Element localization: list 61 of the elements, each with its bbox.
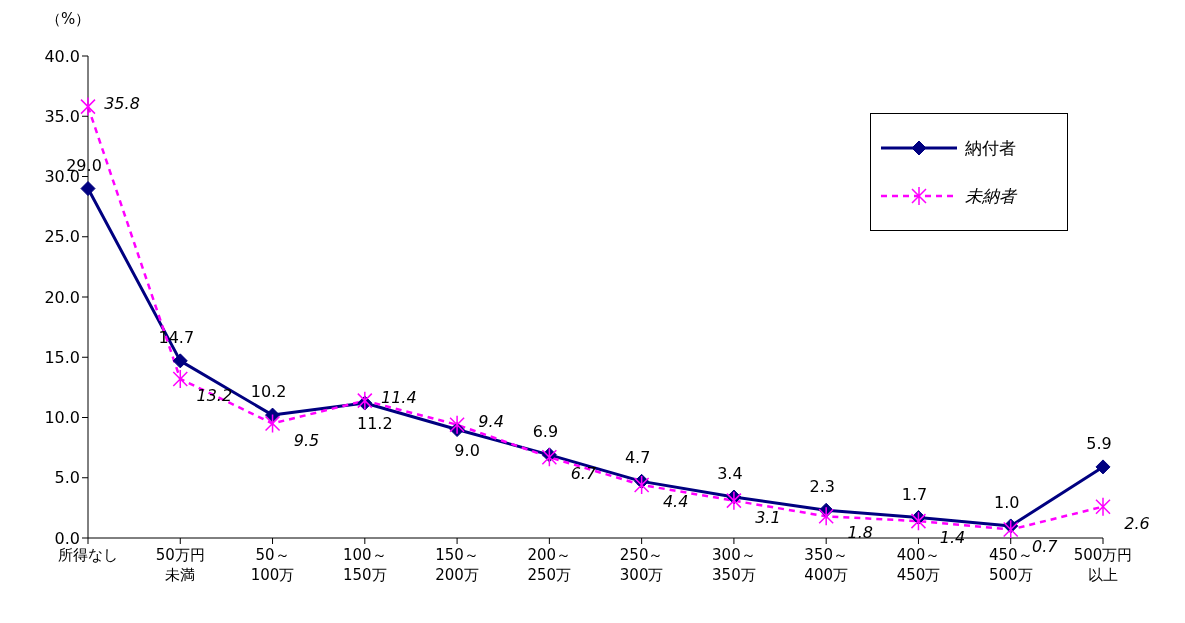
point — [264, 413, 281, 434]
x-tick-label: 150～200万 — [435, 546, 479, 584]
y-tick-label: 25.0 — [44, 227, 80, 247]
y-tick-label: 5.0 — [54, 468, 80, 488]
point — [449, 414, 465, 435]
data-label: 13.2 — [196, 385, 233, 405]
data-label: 9.4 — [478, 411, 504, 431]
x-tick-label: 400～450万 — [896, 546, 941, 584]
data-label: 1.0 — [994, 492, 1020, 512]
x-tick-label: 所得なし — [58, 546, 118, 564]
point — [541, 447, 558, 468]
x-tick-label: 300～350万 — [712, 546, 756, 584]
x-tick-label: 450～500万 — [988, 546, 1033, 584]
data-label: 11.4 — [381, 387, 417, 407]
data-label: 3.1 — [755, 507, 781, 527]
data-label: 4.7 — [624, 448, 651, 468]
data-label: 3.4 — [717, 464, 743, 484]
point — [818, 506, 834, 527]
y-tick-label: 40.0 — [44, 46, 80, 66]
y-tick-label: 0.0 — [54, 528, 80, 548]
x-tick-label: 350～400万 — [804, 546, 848, 584]
point — [265, 407, 281, 423]
data-label: 9.5 — [293, 430, 320, 450]
data-label: 2.6 — [1124, 513, 1150, 533]
x-tick-label: 250～300万 — [619, 546, 664, 584]
point — [726, 490, 742, 511]
x-tick-label: 50～100万 — [250, 546, 295, 584]
data-label: 10.2 — [250, 382, 287, 402]
x-tick-label: 50万円未満 — [155, 546, 205, 584]
point — [1002, 519, 1019, 538]
point — [80, 96, 96, 117]
point — [357, 390, 373, 411]
data-label: 6.7 — [570, 464, 597, 484]
data-label: 9.0 — [454, 440, 480, 460]
data-label: 0.7 — [1032, 536, 1059, 556]
point — [80, 181, 96, 197]
x-tick-label: 100～150万 — [343, 546, 387, 584]
data-label: 6.9 — [532, 421, 559, 441]
data-label: 5.9 — [1086, 433, 1112, 453]
point — [172, 353, 188, 369]
data-label: 4.4 — [662, 491, 689, 511]
y-tick-label: 15.0 — [44, 347, 80, 367]
data-label: 11.2 — [357, 414, 393, 434]
point — [172, 369, 189, 389]
y-tick-label: 20.0 — [44, 287, 80, 307]
data-label: 35.8 — [104, 93, 140, 113]
point — [633, 475, 650, 495]
point — [910, 511, 927, 531]
legend-label: 納付者 — [965, 136, 1016, 160]
point — [1095, 496, 1111, 517]
x-tick-label: 200～250万 — [527, 546, 572, 584]
data-label: 2.3 — [809, 477, 835, 497]
legend-label: 未納者 — [965, 184, 1016, 208]
data-label: 1.8 — [847, 523, 873, 543]
x-tick-label: 500万円以上 — [1073, 546, 1133, 584]
data-label: 1.4 — [939, 528, 966, 548]
y-axis-title: （%） — [46, 10, 91, 29]
data-label: 1.7 — [901, 484, 928, 504]
y-tick-label: 10.0 — [44, 408, 80, 428]
point — [1095, 459, 1111, 475]
y-tick-label: 35.0 — [44, 106, 80, 126]
